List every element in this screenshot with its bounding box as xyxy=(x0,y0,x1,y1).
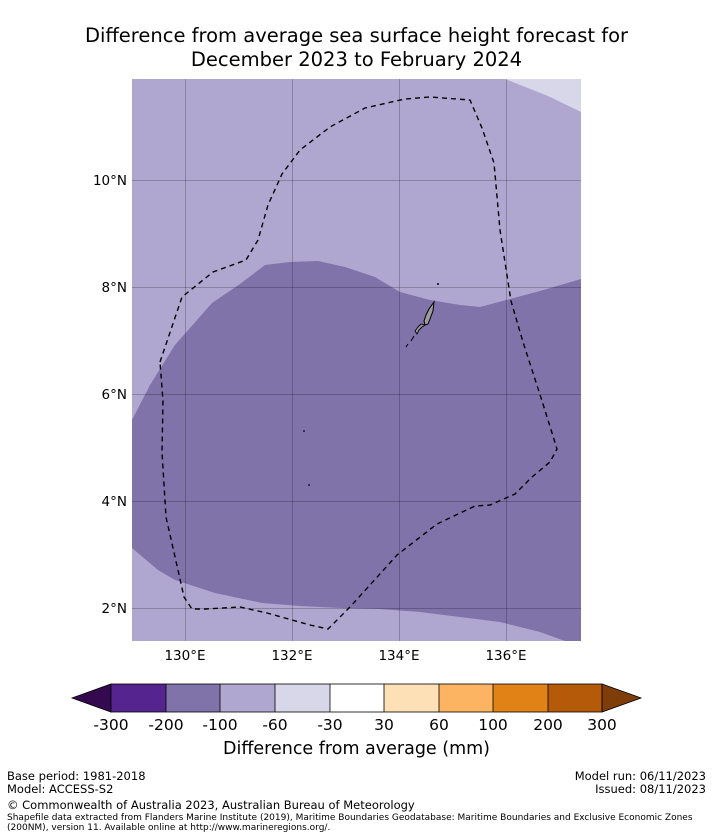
lon-tick-label: 132°E xyxy=(271,648,312,664)
colorbar-bin xyxy=(111,684,166,712)
colorbar-bin xyxy=(384,684,439,712)
colorbar-bin xyxy=(166,684,220,712)
shapefile-credit-line-1: Shapefile data extracted from Flanders M… xyxy=(7,813,693,823)
colorbar-tick-label: -200 xyxy=(148,716,183,734)
peleliu-angaur-islets xyxy=(405,335,415,348)
colorbar-bin xyxy=(330,684,384,712)
lat-tick-label: 10°N xyxy=(93,173,127,189)
lon-tick-label: 136°E xyxy=(485,648,526,664)
copyright-text: © Commonwealth of Australia 2023, Austra… xyxy=(7,798,415,812)
base-period-text: Base period: 1981-2018 xyxy=(7,769,146,783)
colorbar-tick-label: -100 xyxy=(202,716,237,734)
tobi-islet xyxy=(308,484,310,486)
lat-tick-label: 4°N xyxy=(102,494,127,510)
shapefile-credit-line-2: (200NM), version 11. Available online at… xyxy=(7,823,331,833)
map-title: Difference from average sea surface heig… xyxy=(0,24,713,72)
colorbar-tick-label: 300 xyxy=(587,716,617,734)
colorbar-tick-label: 60 xyxy=(429,716,449,734)
lon-tick-label: 130°E xyxy=(164,648,205,664)
lon-tick-label: 134°E xyxy=(378,648,419,664)
colorbar-extend-under xyxy=(70,683,112,713)
lon-axis: 130°E 132°E 134°E 136°E xyxy=(164,648,526,664)
kayangel-atoll xyxy=(437,283,439,285)
lat-tick-label: 2°N xyxy=(102,601,127,617)
anomaly-patch-lightest xyxy=(505,79,581,112)
issued-text: Issued: 08/11/2023 xyxy=(595,782,706,796)
lat-tick-label: 8°N xyxy=(102,280,127,296)
lat-tick-label: 6°N xyxy=(102,387,127,403)
colorbar: -300 -200 -100 -60 -30 30 60 100 200 300 xyxy=(70,683,643,734)
lat-axis: 10°N 8°N 6°N 4°N 2°N xyxy=(93,173,127,617)
colorbar-bin xyxy=(439,684,493,712)
colorbar-tick-label: 200 xyxy=(533,716,563,734)
colorbar-extend-over xyxy=(601,683,643,713)
colorbar-bin xyxy=(275,684,330,712)
map-panel xyxy=(132,79,581,641)
model-text: Model: ACCESS-S2 xyxy=(7,782,114,796)
model-run-text: Model run: 06/11/2023 xyxy=(574,769,706,783)
koror-islands xyxy=(414,323,427,335)
colorbar-bin xyxy=(548,684,602,712)
colorbar-tick-label: -30 xyxy=(317,716,342,734)
colorbar-tick-label: -60 xyxy=(262,716,287,734)
colorbar-tick-label: 100 xyxy=(478,716,508,734)
colorbar-tick-label: 30 xyxy=(374,716,394,734)
colorbar-dividers xyxy=(110,683,603,713)
title-line-2: December 2023 to February 2024 xyxy=(190,48,523,71)
colorbar-bin xyxy=(220,684,275,712)
graticule xyxy=(132,79,581,641)
anomaly-region-dark xyxy=(132,261,581,641)
title-line-1: Difference from average sea surface heig… xyxy=(84,24,629,47)
colorbar-bin xyxy=(493,684,548,712)
colorbar-outline xyxy=(110,683,603,713)
sonsorol-islet xyxy=(303,430,305,432)
colorbar-axis-label: Difference from average (mm) xyxy=(222,739,491,759)
palau-islands xyxy=(303,283,439,486)
colorbar-tick-label: -300 xyxy=(93,716,128,734)
